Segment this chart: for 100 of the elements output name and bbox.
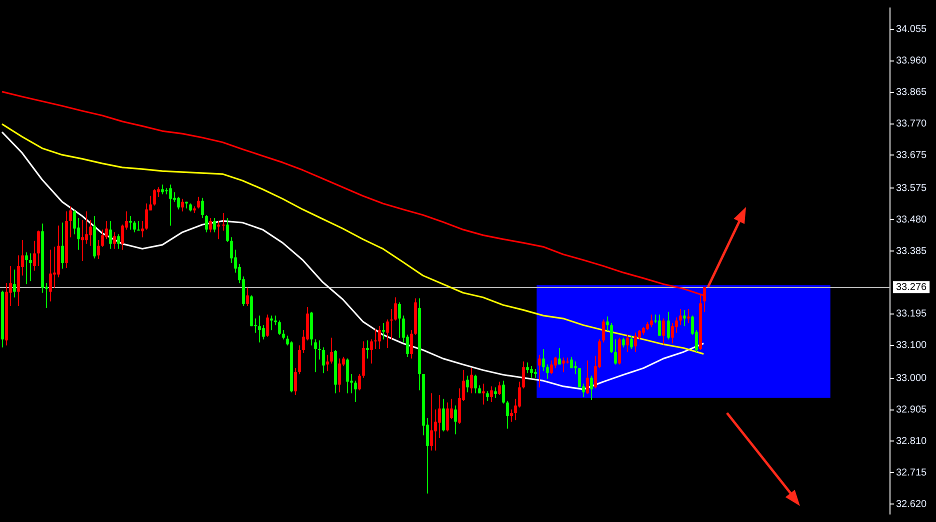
- candlestick: [667, 311, 670, 340]
- candlestick: [201, 197, 204, 219]
- candlestick: [398, 302, 401, 338]
- y-tick-label: 33.960: [896, 56, 928, 67]
- candlestick: [498, 381, 501, 396]
- candlestick: [49, 249, 52, 302]
- candlestick: [430, 392, 433, 451]
- candlestick: [61, 222, 64, 270]
- y-tick-label: 33.480: [896, 214, 928, 226]
- candlestick: [330, 337, 333, 364]
- candlestick: [470, 368, 473, 394]
- candlestick: [25, 252, 28, 285]
- y-tick-label: 33.385: [896, 246, 928, 257]
- candlestick: [586, 360, 589, 394]
- candlestick: [222, 212, 225, 232]
- candlestick: [326, 354, 329, 372]
- candlestick: [33, 240, 36, 272]
- candlestick: [390, 308, 393, 340]
- candlestick: [687, 308, 690, 324]
- candlestick: [13, 269, 16, 298]
- candlestick: [366, 340, 369, 360]
- candlestick: [209, 218, 212, 233]
- candlestick: [145, 202, 148, 230]
- candlestick: [614, 338, 617, 366]
- candlestick: [181, 198, 184, 212]
- candlestick: [81, 219, 84, 262]
- candlestick: [394, 296, 397, 322]
- y-tick-label: 33.770: [896, 118, 928, 130]
- candlestick: [410, 330, 413, 360]
- candlestick: [442, 398, 445, 432]
- candlestick: [278, 320, 281, 336]
- candlestick: [318, 340, 321, 360]
- candlestick: [382, 322, 385, 340]
- candlestick: [129, 216, 132, 230]
- y-tick-label: 34.055: [896, 24, 928, 36]
- candlestick: [490, 386, 493, 402]
- candlestick: [274, 315, 277, 326]
- y-tick-label: 32.905: [896, 404, 928, 416]
- y-tick-label: 32.810: [896, 436, 928, 447]
- candlestick: [69, 206, 72, 238]
- candlestick: [606, 316, 609, 332]
- candlestick: [554, 356, 557, 369]
- candlestick: [454, 405, 457, 435]
- candlestick: [510, 408, 513, 422]
- candlestick: [374, 328, 377, 350]
- candlestick: [338, 358, 341, 393]
- candlestick: [117, 234, 120, 250]
- candlestick: [169, 184, 172, 226]
- candlestick: [522, 361, 525, 389]
- candlestick: [474, 374, 477, 394]
- candlestick: [546, 364, 549, 380]
- candlestick: [101, 229, 104, 248]
- ref-line-label: 33.276: [896, 282, 928, 293]
- y-tick-label: 33.575: [896, 182, 928, 194]
- candlestick: [590, 375, 593, 400]
- candlestick: [446, 402, 449, 432]
- candlestick: [346, 358, 349, 394]
- candlestick: [602, 319, 605, 343]
- candlestick: [562, 357, 565, 373]
- candlestick: [683, 309, 686, 327]
- candlestick: [386, 319, 389, 348]
- candlestick: [658, 314, 661, 336]
- candlestick: [226, 218, 229, 242]
- candlestick: [506, 400, 509, 430]
- candlestick: [626, 334, 629, 352]
- candlestick: [270, 315, 273, 331]
- candlestick: [502, 380, 505, 404]
- candlestick: [133, 220, 136, 233]
- candlestick: [85, 210, 88, 244]
- candlestick: [538, 354, 541, 388]
- y-tick-label: 33.195: [896, 308, 928, 320]
- y-tick-label: 33.865: [896, 87, 928, 98]
- candlestick: [650, 314, 653, 328]
- candlestick: [258, 315, 261, 343]
- candlestick: [73, 210, 76, 235]
- candlestick: [294, 368, 297, 396]
- candlestick: [314, 338, 317, 373]
- candlestick: [434, 408, 437, 451]
- candlestick: [161, 184, 164, 195]
- candlestick: [675, 317, 678, 334]
- candlestick: [574, 361, 577, 375]
- candlestick: [205, 214, 208, 233]
- candlestick: [217, 220, 220, 240]
- candlestick: [634, 332, 637, 352]
- candlestick: [438, 394, 441, 438]
- candlestick: [53, 246, 56, 288]
- candlestick: [89, 219, 92, 246]
- y-tick-label: 33.675: [896, 150, 928, 161]
- candlestick: [37, 230, 40, 266]
- candlestick: [262, 324, 265, 340]
- candlestick: [622, 337, 625, 348]
- candlestick: [486, 390, 489, 402]
- candlestick: [679, 308, 682, 326]
- candlestick: [671, 322, 674, 344]
- candlestick: [246, 287, 249, 306]
- candlestick: [530, 366, 533, 378]
- candlestick: [542, 348, 545, 372]
- candlestick: [482, 383, 485, 406]
- candlestick: [153, 188, 156, 206]
- y-tick-label: 33.000: [896, 373, 928, 384]
